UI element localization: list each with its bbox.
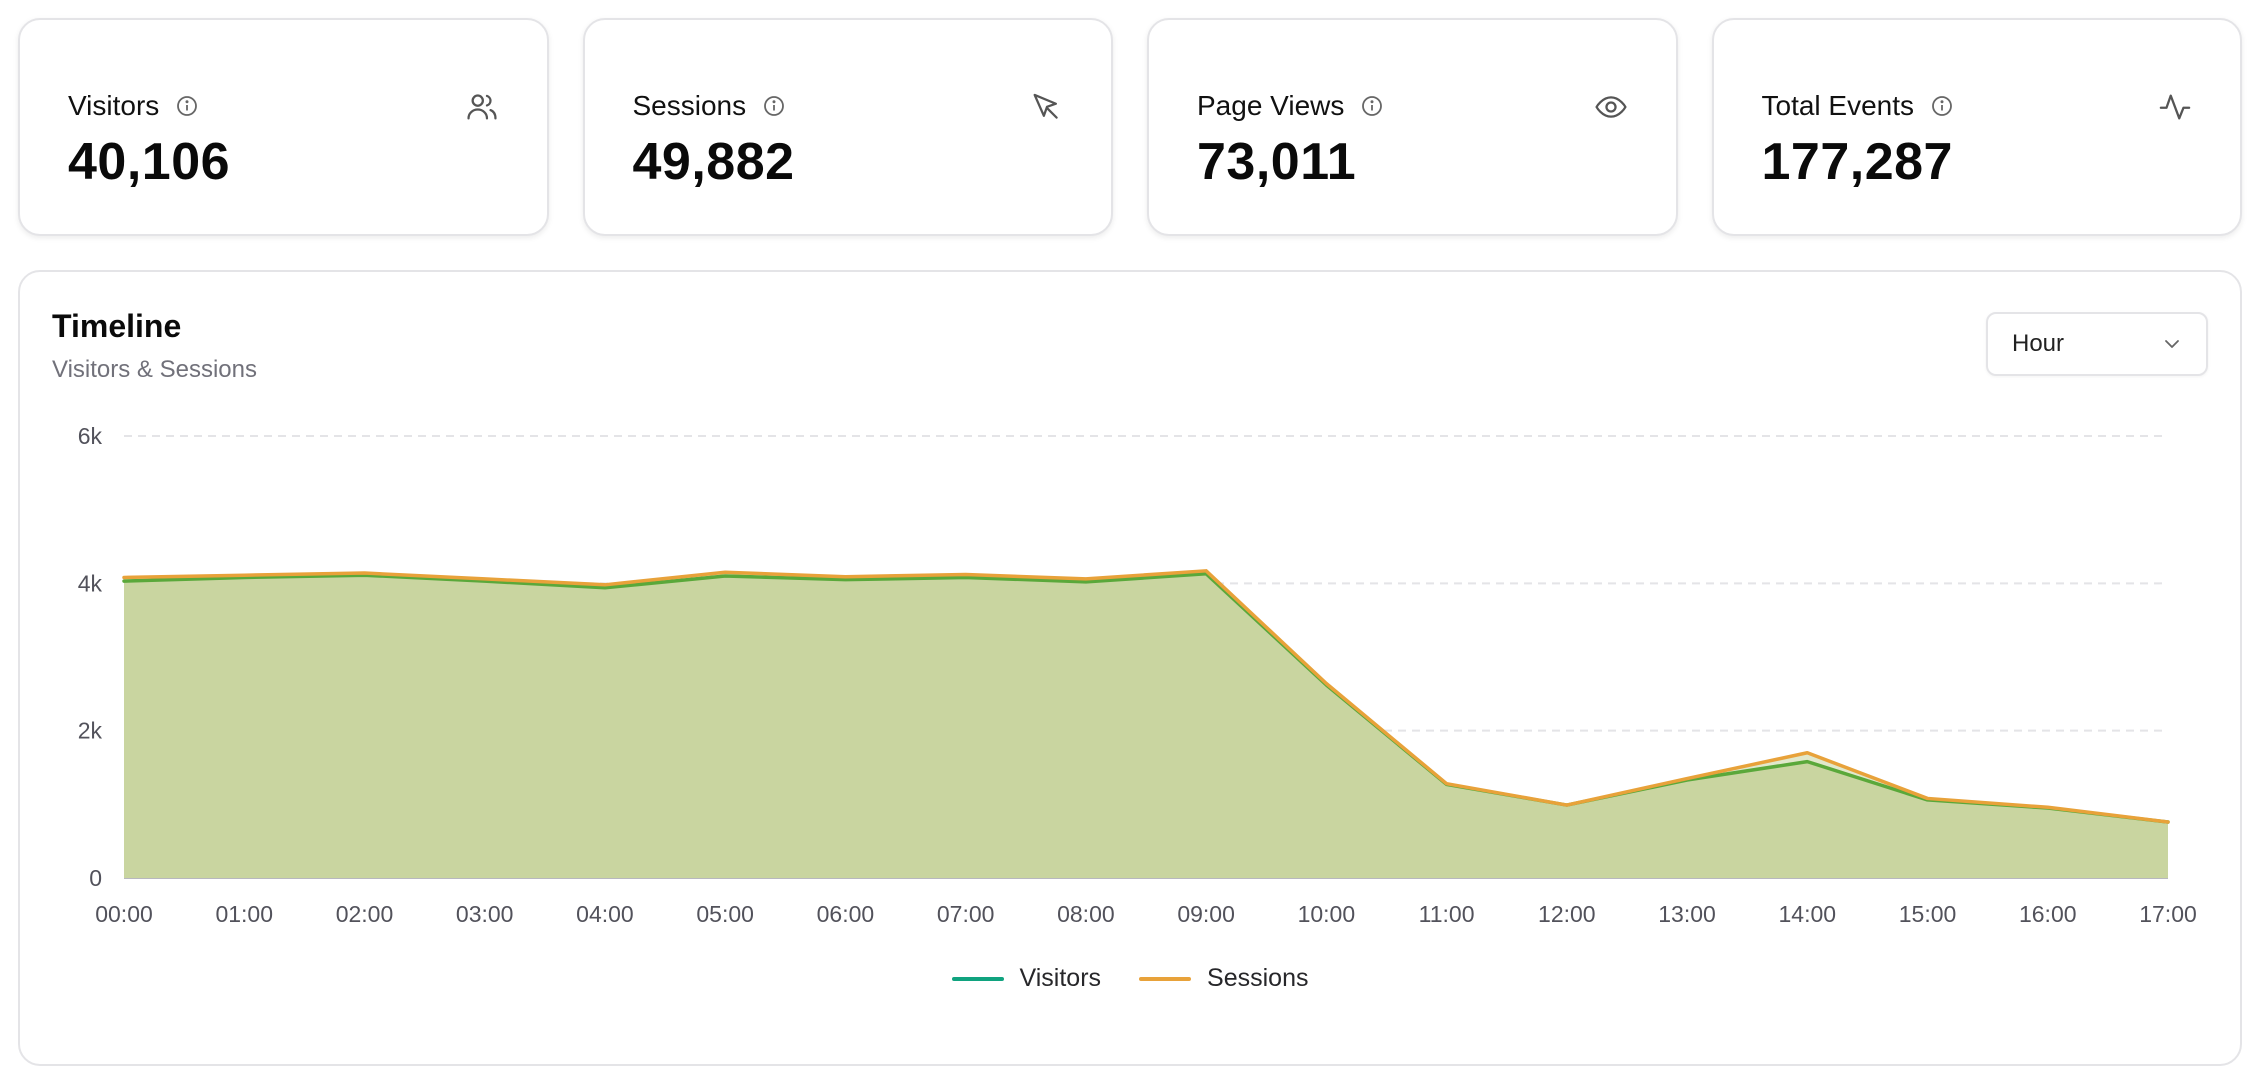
- timeline-subtitle: Visitors & Sessions: [52, 356, 257, 383]
- x-tick-label: 10:00: [1298, 901, 1356, 927]
- y-tick-label: 0: [89, 865, 102, 891]
- stat-label: Total Events: [1761, 90, 1915, 121]
- info-icon[interactable]: [175, 94, 199, 118]
- y-tick-label: 2k: [78, 718, 103, 744]
- eye-icon: [1594, 90, 1628, 124]
- legend-item-visitors[interactable]: Visitors: [951, 964, 1102, 993]
- x-axis-ticks: 00:00 01:00 02:00 03:00 04:00 05:00 06:00 07:00…: [95, 901, 2197, 927]
- cursor-pointer-icon: [1029, 90, 1063, 124]
- x-tick-label: 06:00: [817, 901, 875, 927]
- x-tick-label: 08:00: [1057, 901, 1115, 927]
- stat-label: Page Views: [1197, 90, 1345, 121]
- info-icon[interactable]: [1930, 94, 1954, 118]
- stat-card-visitors: Visitors 40,106: [18, 18, 549, 236]
- activity-icon: [2158, 90, 2192, 124]
- x-tick-label: 17:00: [2139, 901, 2197, 927]
- line-sessions: [122, 569, 2170, 824]
- timeline-chart: 0 2k 4k 6k 00:00 01:00 02:00 03:00 04:00 05:00 06…: [78, 423, 2197, 927]
- timeline-card: Timeline Visitors & Sessions Hour 0 2k 4k 6…: [18, 270, 2242, 1066]
- x-tick-label: 11:00: [1419, 901, 1475, 927]
- legend-item-sessions[interactable]: Sessions: [1139, 964, 1308, 993]
- y-tick-label: 6k: [78, 423, 103, 449]
- x-tick-label: 07:00: [937, 901, 995, 927]
- stat-card-sessions: Sessions 49,882: [582, 18, 1113, 236]
- x-tick-label: 03:00: [456, 901, 514, 927]
- x-tick-label: 02:00: [336, 901, 394, 927]
- legend-label-visitors: Visitors: [1019, 964, 1102, 992]
- stat-value: 40,106: [68, 133, 231, 191]
- interval-select-value: Hour: [2012, 330, 2065, 357]
- stat-header: Visitors: [68, 90, 199, 122]
- legend-swatch-visitors: [951, 976, 1004, 981]
- x-tick-label: 00:00: [95, 901, 153, 927]
- y-tick-label: 4k: [78, 570, 103, 596]
- x-tick-label: 14:00: [1779, 901, 1837, 927]
- users-icon: [465, 90, 499, 124]
- stat-value: 177,287: [1761, 133, 1953, 191]
- x-tick-label: 05:00: [696, 901, 754, 927]
- stat-card-page-views: Page Views 73,011: [1147, 18, 1678, 236]
- x-tick-label: 09:00: [1177, 901, 1235, 927]
- chart-areas: [124, 570, 2168, 878]
- stat-value: 73,011: [1197, 133, 1357, 191]
- chart-lines: [122, 569, 2170, 824]
- y-axis-ticks: 0 2k 4k 6k: [78, 423, 103, 891]
- info-icon[interactable]: [1360, 94, 1384, 118]
- legend-swatch-sessions: [1139, 976, 1192, 981]
- x-tick-label: 01:00: [215, 901, 273, 927]
- stat-card-total-events: Total Events 177,287: [1711, 18, 2242, 236]
- stat-label: Sessions: [632, 90, 747, 121]
- stat-label: Visitors: [68, 90, 160, 121]
- stat-value: 49,882: [632, 133, 795, 191]
- x-tick-label: 15:00: [1899, 901, 1957, 927]
- x-tick-label: 13:00: [1658, 901, 1716, 927]
- chevron-down-icon: [2160, 332, 2184, 356]
- info-icon[interactable]: [762, 94, 786, 118]
- area-visitors: [124, 573, 2168, 878]
- interval-select[interactable]: Hour: [1986, 312, 2208, 376]
- x-tick-label: 16:00: [2019, 901, 2077, 927]
- stat-header: Total Events: [1762, 90, 1955, 122]
- stats-row: Visitors 40,106 Sessions: [18, 18, 2242, 236]
- timeline-title: Timeline: [52, 308, 182, 344]
- stat-header: Page Views: [1197, 90, 1384, 122]
- chart-legend: Visitors Sessions: [20, 964, 2240, 993]
- x-tick-label: 04:00: [576, 901, 634, 927]
- stat-header: Sessions: [633, 90, 787, 122]
- line-visitors: [122, 572, 2170, 824]
- legend-label-sessions: Sessions: [1207, 964, 1309, 992]
- x-tick-label: 12:00: [1538, 901, 1596, 927]
